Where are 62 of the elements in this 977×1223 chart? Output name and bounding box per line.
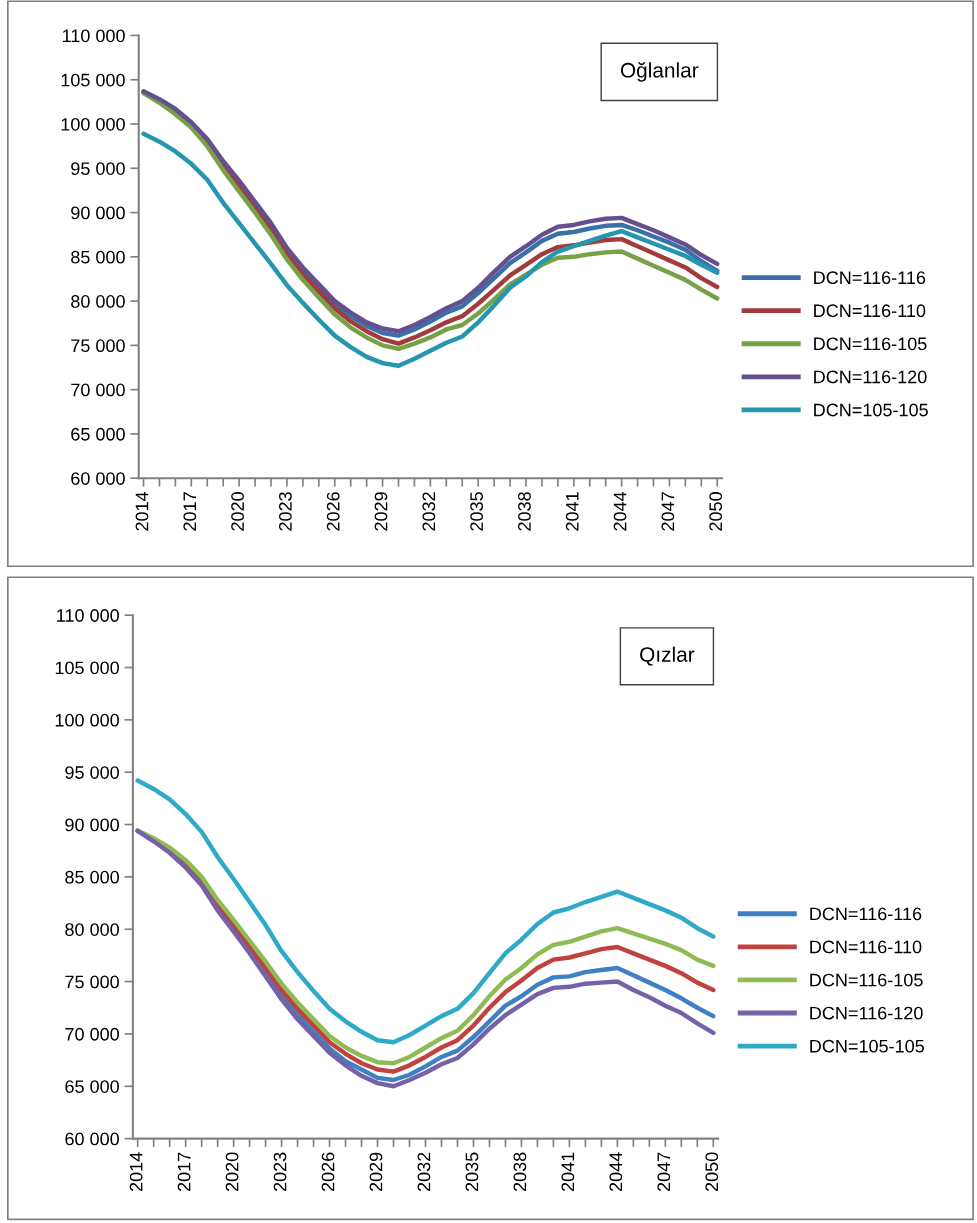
y-tick-label: 90 000 bbox=[71, 206, 125, 220]
y-tick-label: 70 000 bbox=[65, 1027, 119, 1041]
legend-label: DCN=116-110 bbox=[810, 940, 922, 954]
x-tick-label: 2014 bbox=[135, 491, 149, 531]
legend-label: DCN=116-105 bbox=[814, 337, 927, 351]
legend-label: DCN=116-120 bbox=[814, 370, 927, 384]
text: Qızlar bbox=[640, 646, 695, 666]
legend-label: DCN=116-105 bbox=[810, 973, 923, 987]
x-tick-label: 2041 bbox=[561, 1152, 575, 1192]
x-tick-label: 2035 bbox=[465, 1152, 479, 1192]
x-tick-label: 2020 bbox=[225, 1152, 239, 1192]
legend-label: DCN=116-116 bbox=[814, 271, 926, 285]
y-tick-label: 80 000 bbox=[65, 923, 119, 936]
x-tick-label: 2041 bbox=[565, 492, 579, 531]
y-tick-label: 75 000 bbox=[65, 975, 119, 989]
legend-label: DCN=105-105 bbox=[814, 403, 928, 417]
y-tick-label: 80 000 bbox=[71, 295, 125, 308]
x-tick-label: 2050 bbox=[709, 492, 723, 531]
line-series bbox=[135, 778, 716, 1045]
legend-label: DCN=116-116 bbox=[810, 907, 922, 921]
x-tick-label: 2038 bbox=[513, 1152, 527, 1192]
x-tick-label: 2032 bbox=[417, 1152, 431, 1192]
y-tick-label: 85 000 bbox=[65, 870, 119, 884]
y-tick-label: 105 000 bbox=[61, 73, 125, 87]
x-tick-label: 2047 bbox=[657, 1152, 671, 1192]
y-tick-label: 110 000 bbox=[62, 29, 125, 43]
y-tick-label: 65 000 bbox=[71, 427, 125, 441]
y-tick-label: 95 000 bbox=[71, 162, 125, 175]
y-tick-label: 60 000 bbox=[71, 472, 125, 485]
y-tick-label: 70 000 bbox=[71, 383, 125, 397]
x-tick-label: 2047 bbox=[661, 492, 675, 531]
x-tick-label: 2029 bbox=[374, 492, 388, 531]
legend-label: DCN=116-110 bbox=[814, 304, 926, 318]
y-tick-label: 110 000 bbox=[57, 609, 119, 622]
x-tick-label: 2050 bbox=[705, 1152, 719, 1192]
text: Oğlanlar bbox=[620, 62, 699, 82]
x-tick-label: 2023 bbox=[273, 1152, 287, 1192]
x-tick-label: 2017 bbox=[183, 492, 197, 531]
legend-label: DCN=116-120 bbox=[810, 1006, 923, 1020]
legend-label: DCN=105-105 bbox=[810, 1039, 924, 1053]
x-tick-label: 2044 bbox=[609, 1152, 623, 1192]
y-tick-label: 95 000 bbox=[65, 766, 119, 779]
x-tick-label: 2023 bbox=[279, 492, 292, 531]
x-tick-label: 2020 bbox=[231, 492, 244, 531]
x-tick-label: 2035 bbox=[470, 492, 484, 531]
y-tick-label: 85 000 bbox=[71, 250, 125, 264]
x-tick-label: 2032 bbox=[422, 492, 436, 531]
y-tick-label: 60 000 bbox=[65, 1132, 119, 1146]
x-tick-label: 2038 bbox=[518, 492, 531, 531]
y-tick-label: 75 000 bbox=[71, 339, 125, 353]
x-tick-label: 2029 bbox=[369, 1152, 383, 1192]
x-tick-label: 2026 bbox=[326, 492, 340, 531]
line-series bbox=[141, 131, 720, 368]
y-tick-label: 100 000 bbox=[55, 713, 119, 727]
x-tick-label: 2044 bbox=[613, 491, 627, 531]
x-tick-label: 2026 bbox=[321, 1152, 335, 1192]
x-tick-label: 2014 bbox=[129, 1152, 143, 1192]
y-tick-label: 65 000 bbox=[65, 1080, 119, 1093]
y-tick-label: 90 000 bbox=[65, 818, 119, 832]
y-tick-label: 100 000 bbox=[61, 117, 125, 131]
x-tick-label: 2017 bbox=[177, 1152, 191, 1192]
y-tick-label: 105 000 bbox=[55, 661, 119, 675]
